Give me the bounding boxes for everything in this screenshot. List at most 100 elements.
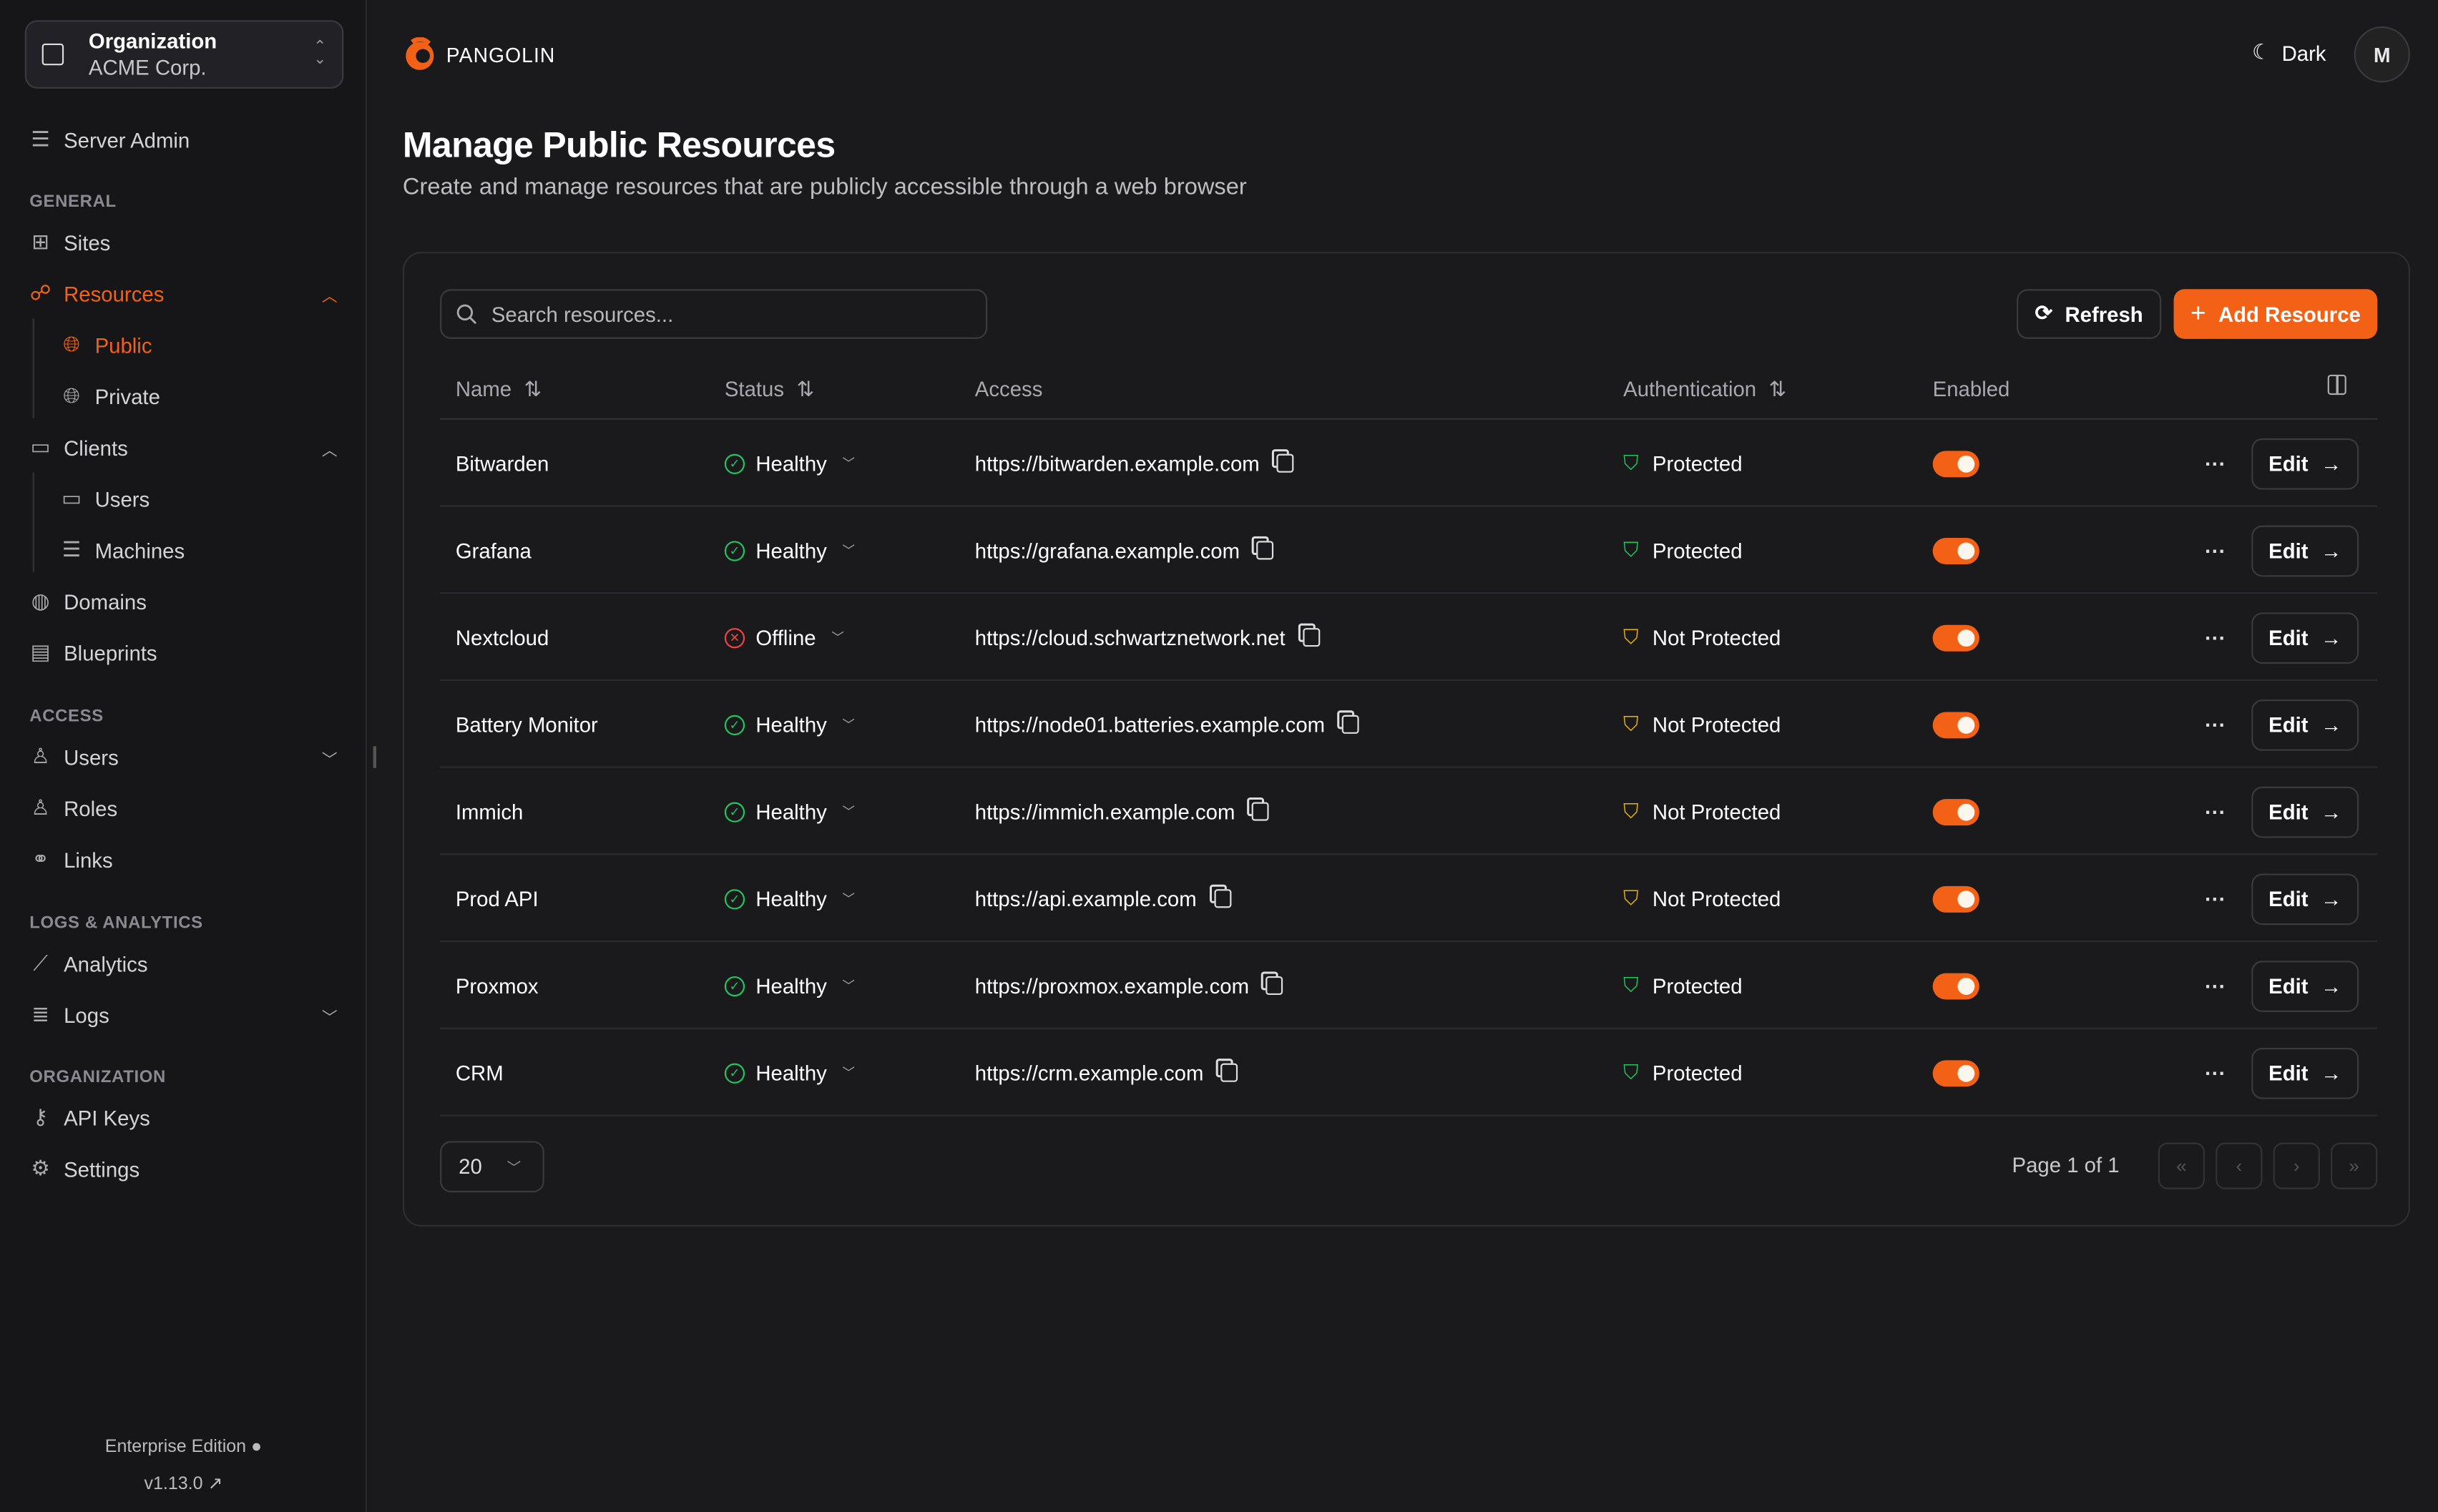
more-actions-button[interactable]: ···: [2205, 768, 2226, 855]
copy-icon[interactable]: [1252, 802, 1270, 821]
version[interactable]: v1.13.0 ↗: [0, 1472, 367, 1494]
copy-icon[interactable]: [1265, 976, 1283, 996]
column-authentication[interactable]: Authentication ⇅: [1623, 378, 1786, 403]
access-text[interactable]: https://immich.example.com: [974, 800, 1235, 823]
copy-icon[interactable]: [1220, 1063, 1238, 1082]
toggle-switch[interactable]: [1932, 885, 1979, 912]
more-actions-button[interactable]: ···: [2205, 942, 2226, 1029]
copy-icon[interactable]: [1256, 541, 1274, 560]
toggle-switch[interactable]: [1932, 972, 1979, 999]
edit-button[interactable]: Edit →: [2251, 785, 2359, 838]
edit-button[interactable]: Edit →: [2251, 960, 2359, 1011]
toggle-switch[interactable]: [1932, 536, 1979, 564]
enabled-toggle[interactable]: [1932, 420, 1979, 507]
status-badge[interactable]: ✓ Healthy ﹀: [724, 507, 855, 594]
refresh-button[interactable]: ⟳ Refresh: [2017, 289, 2162, 339]
access-text[interactable]: https://bitwarden.example.com: [974, 451, 1260, 476]
section-general: GENERAL: [29, 192, 117, 212]
last-page-button[interactable]: »: [2331, 1142, 2378, 1189]
more-actions-button[interactable]: ···: [2205, 507, 2226, 594]
enabled-toggle[interactable]: [1932, 681, 1979, 768]
more-actions-button[interactable]: ···: [2205, 1029, 2226, 1116]
columns-toggle-button[interactable]: [2327, 374, 2346, 396]
sidebar-item-settings[interactable]: ⚙ Settings: [29, 1154, 337, 1184]
sidebar-item-domains[interactable]: ◍ Domains: [29, 586, 337, 617]
access-text[interactable]: https://grafana.example.com: [974, 539, 1240, 562]
prev-page-button[interactable]: ‹: [2216, 1142, 2263, 1189]
edit-button[interactable]: Edit →: [2251, 698, 2359, 750]
copy-icon[interactable]: [1213, 889, 1231, 908]
copy-icon[interactable]: [1342, 715, 1359, 734]
sidebar-item-logs[interactable]: ≣ Logs ﹀: [29, 1000, 337, 1031]
edition[interactable]: Enterprise Edition ●: [0, 1438, 367, 1456]
status-badge[interactable]: ✓ Healthy ﹀: [724, 768, 855, 855]
column-status[interactable]: Status ⇅: [725, 378, 814, 403]
more-actions-button[interactable]: ···: [2205, 594, 2226, 681]
access-text[interactable]: https://proxmox.example.com: [974, 973, 1250, 998]
add-resource-button[interactable]: + Add Resource: [2173, 289, 2378, 339]
org-switcher[interactable]: Organization ACME Corp. ⌃ ⌄: [24, 20, 344, 89]
globe-lock-icon: 🌐︎: [63, 383, 80, 408]
edit-button[interactable]: Edit →: [2251, 524, 2359, 576]
sidebar-item-server-admin[interactable]: ☰ Server Admin: [29, 124, 337, 155]
status-badge[interactable]: ✓ Healthy ﹀: [724, 855, 855, 942]
more-actions-button[interactable]: ···: [2205, 855, 2226, 942]
label: Settings: [64, 1157, 140, 1181]
sidebar-item-resources[interactable]: ☍ Resources ︿: [29, 278, 338, 309]
sidebar-item-users[interactable]: ♙ Users ﹀: [29, 742, 337, 772]
sidebar-item-blueprints[interactable]: ▤ Blueprints: [29, 637, 337, 668]
access-url: https://bitwarden.example.com: [975, 420, 1294, 507]
page-size-select[interactable]: 20 ﹀: [440, 1141, 544, 1193]
enabled-toggle[interactable]: [1932, 855, 1979, 942]
sidebar-item-clients[interactable]: ▭ Clients ︿: [29, 432, 338, 463]
laptop-icon: ▭: [62, 486, 82, 510]
status-badge[interactable]: ✕ Offline ﹀: [724, 594, 844, 681]
enabled-toggle[interactable]: [1932, 768, 1979, 855]
edit-button[interactable]: Edit →: [2251, 612, 2359, 663]
status-badge[interactable]: ✓ Healthy ﹀: [724, 942, 855, 1029]
search-field[interactable]: [440, 289, 988, 339]
sidebar-item-machines[interactable]: ☰ Machines: [61, 535, 338, 566]
enabled-toggle[interactable]: [1932, 594, 1979, 681]
sidebar-item-api-keys[interactable]: ⚷ API Keys: [29, 1102, 337, 1133]
resize-handle[interactable]: [373, 746, 376, 768]
enabled-toggle[interactable]: [1932, 507, 1979, 594]
enabled-toggle[interactable]: [1932, 942, 1979, 1029]
edition-label: Enterprise Edition: [104, 1438, 247, 1457]
column-name[interactable]: Name ⇅: [456, 378, 542, 403]
toggle-switch[interactable]: [1932, 798, 1979, 825]
avatar[interactable]: M: [2354, 26, 2410, 83]
toggle-switch[interactable]: [1932, 1059, 1979, 1086]
toggle-switch[interactable]: [1932, 624, 1979, 651]
sidebar-item-sites[interactable]: ⊞ Sites: [29, 227, 337, 257]
more-actions-button[interactable]: ···: [2205, 420, 2226, 507]
enabled-toggle[interactable]: [1932, 1029, 1979, 1116]
access-text[interactable]: https://node01.batteries.example.com: [974, 712, 1326, 737]
access-text[interactable]: https://crm.example.com: [974, 1061, 1204, 1085]
access-text[interactable]: https://cloud.schwartznetwork.net: [974, 625, 1286, 649]
first-page-button[interactable]: «: [2158, 1142, 2206, 1189]
edit-button[interactable]: Edit →: [2251, 1046, 2359, 1099]
theme-toggle[interactable]: ☾ Dark: [2252, 41, 2326, 66]
status-badge[interactable]: ✓ Healthy ﹀: [724, 681, 855, 768]
status-badge[interactable]: ✓ Healthy ﹀: [724, 1029, 855, 1116]
access-text[interactable]: https://api.example.com: [974, 886, 1197, 910]
edit-cell: Edit →: [2251, 681, 2359, 768]
sidebar-item-analytics[interactable]: ⟋ Analytics: [29, 948, 337, 979]
sidebar-item-public[interactable]: 🌐︎ Public: [61, 330, 338, 360]
search-input[interactable]: [491, 302, 958, 326]
copy-icon[interactable]: [1302, 628, 1320, 647]
next-page-button[interactable]: ›: [2273, 1142, 2320, 1189]
more-actions-button[interactable]: ···: [2205, 681, 2226, 768]
sidebar-item-client-users[interactable]: ▭ Users: [61, 483, 338, 514]
status-badge[interactable]: ✓ Healthy ﹀: [724, 420, 855, 507]
toggle-switch[interactable]: [1932, 711, 1979, 738]
edit-button[interactable]: Edit →: [2251, 873, 2359, 925]
copy-icon[interactable]: [1276, 453, 1294, 473]
toggle-switch[interactable]: [1932, 450, 1979, 477]
name-text: Battery Monitor: [455, 712, 598, 737]
edit-button[interactable]: Edit →: [2251, 437, 2359, 489]
sidebar-item-links[interactable]: ⚭ Links: [29, 844, 337, 875]
sidebar-item-roles[interactable]: ♙ Roles: [29, 792, 337, 823]
sidebar-item-private[interactable]: 🌐︎ Private: [61, 381, 338, 412]
